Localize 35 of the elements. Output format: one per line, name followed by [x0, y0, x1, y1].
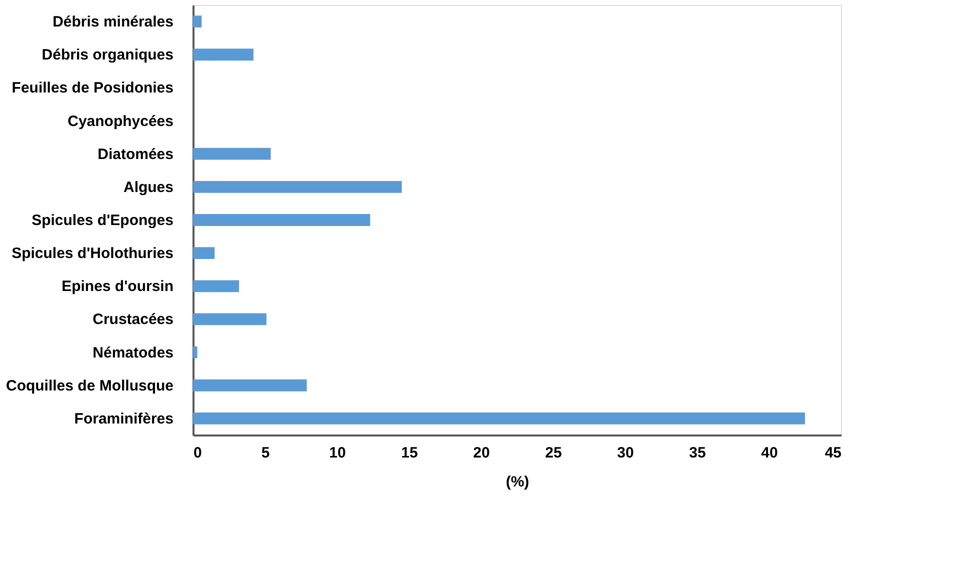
y-tick-label: Coquilles de Mollusque — [6, 377, 174, 394]
bar — [193, 313, 266, 326]
bar — [193, 48, 254, 61]
bar — [193, 379, 307, 392]
y-tick-label: Algues — [123, 178, 174, 196]
x-tick-label: 20 — [473, 444, 490, 462]
y-tick-label: Crustacées — [92, 311, 174, 328]
bar — [193, 214, 370, 226]
y-tick-label: Spicules d'Eponges — [32, 212, 174, 229]
x-tick-label: 35 — [689, 444, 706, 462]
x-tick-label: 5 — [261, 444, 270, 462]
x-tick-label: 0 — [194, 444, 202, 462]
x-tick-label: 25 — [545, 444, 562, 462]
x-tick-label: 10 — [329, 444, 346, 462]
y-tick-label: Cyanophycées — [68, 112, 174, 130]
bar — [193, 346, 198, 358]
y-tick-label: Feuilles de Posidonies — [12, 80, 174, 97]
y-tick-label: Diatomées — [98, 146, 174, 163]
y-tick-label: Foraminifères — [74, 410, 174, 428]
x-tick-label: 40 — [761, 444, 778, 462]
x-axis-title: (%) — [506, 474, 530, 490]
y-tick-label: Spicules d'Holothuries — [12, 245, 174, 262]
x-tick-label: 15 — [401, 444, 418, 462]
bar — [193, 148, 271, 160]
y-tick-label: Nématodes — [92, 344, 174, 362]
bar — [193, 16, 202, 28]
bar — [193, 412, 805, 424]
y-tick-label: Débris organiques — [42, 46, 174, 64]
x-tick-label: 30 — [617, 444, 634, 462]
y-tick-label: Débris minérales — [52, 14, 174, 31]
bar — [193, 280, 240, 292]
bar — [193, 247, 215, 260]
x-tick-label: 45 — [824, 444, 842, 462]
bar — [193, 180, 402, 193]
y-tick-label: Epines d'oursin — [62, 278, 174, 296]
